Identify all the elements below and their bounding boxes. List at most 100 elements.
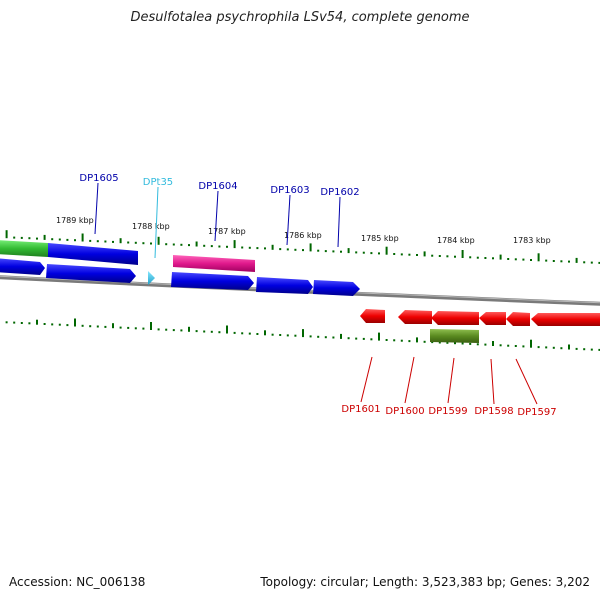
minor-tick [286,248,289,251]
minor-tick [347,337,350,340]
minor-tick [210,245,213,248]
minor-tick [560,260,563,263]
minor-tick [514,345,517,347]
minor-tick [568,260,570,263]
gene-label-dp1597: DP1597 [517,407,556,418]
minor-tick [210,330,213,333]
forward-gene-arrow [256,277,313,294]
minor-tick [378,252,380,255]
minor-tick [43,323,46,325]
scale-label: 1785 kbp [361,234,399,243]
minor-tick [416,337,418,343]
minor-tick [393,339,396,342]
minor-tick [423,340,426,343]
minor-tick [172,329,175,332]
forward-gene-arrow [0,258,45,275]
minor-tick [484,257,487,259]
minor-tick [499,344,502,347]
minor-tick [598,261,600,264]
map-title: Desulfotalea psychrophila LSv54, complet… [130,10,470,25]
forward-gene-arrow [171,272,254,290]
major-tick [537,253,540,262]
gene-label-dp1604: DP1604 [198,181,237,192]
minor-tick [165,328,168,331]
minor-tick [416,254,418,256]
minor-tick [119,238,122,244]
minor-tick [362,251,365,254]
scale-label: 1786 kbp [284,231,322,240]
forward-gene-arrow [46,264,136,283]
minor-tick [66,324,69,327]
minor-tick [317,335,320,338]
lower-scale-track [5,318,600,351]
reverse-gene-arrow [398,310,432,324]
minor-tick [340,250,342,253]
minor-tick [476,343,479,346]
scale-label: 1787 kbp [208,227,246,236]
minor-tick [74,239,76,242]
reverse-gene-arrow [479,312,506,325]
minor-tick [36,237,38,240]
minor-tick [332,250,335,253]
minor-tick [104,240,107,243]
olive-feature [430,329,479,343]
minor-tick [127,326,130,329]
minor-tick [5,321,8,324]
minor-tick [484,343,487,346]
major-tick [74,318,76,327]
minor-tick [20,322,23,324]
gene-leader-line [337,196,341,248]
scale-label: 1789 kbp [56,216,94,225]
gene-leader-line [214,190,219,242]
minor-tick [256,333,259,335]
gene-leader-line [94,182,99,235]
minor-tick [408,253,411,256]
minor-tick [590,348,593,351]
minor-tick [248,332,251,335]
minor-tick [20,236,23,239]
minor-tick [58,323,61,326]
major-tick [309,243,312,252]
gene-leader-line [515,358,538,405]
minor-tick [530,259,532,261]
minor-tick [438,255,441,257]
minor-tick [241,246,244,249]
gene-leader-line [447,357,455,404]
minor-tick [545,259,548,262]
minor-tick [454,255,456,258]
minor-tick [241,332,244,335]
minor-tick [256,247,259,250]
reverse-gene-arrow [531,313,600,326]
minor-tick [28,237,31,240]
minor-tick [112,240,114,243]
minor-tick [127,241,130,244]
minor-tick [499,254,502,260]
minor-tick [180,243,183,246]
reverse-gene-arrow [431,311,479,325]
major-tick [150,322,152,330]
gene-leader-line [286,194,291,246]
major-tick [385,246,388,255]
minor-tick [66,238,69,241]
minor-tick [362,337,365,340]
gene-label-dp1600: DP1600 [385,406,424,417]
minor-tick [355,337,358,340]
minor-tick [188,244,190,247]
minor-tick [51,238,54,241]
minor-tick [286,334,289,337]
minor-tick [294,334,297,337]
minor-tick [469,256,472,259]
minor-tick [271,244,274,250]
minor-tick [355,251,358,254]
minor-tick [408,340,411,343]
minor-tick [226,245,228,248]
genome-summary: Topology: circular; Length: 3,523,383 bp… [260,575,590,589]
gene-label-dp1605: DP1605 [79,173,118,184]
trna-arrow [148,271,155,285]
gene-leader-line [154,186,159,259]
minor-tick [89,325,92,328]
minor-tick [568,344,570,350]
gene-label-dp1603: DP1603 [270,185,309,196]
minor-tick [294,248,297,251]
major-tick [157,236,160,245]
